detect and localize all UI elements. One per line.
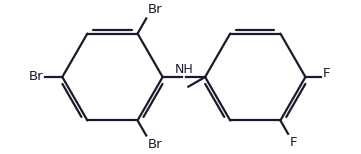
- Text: Br: Br: [148, 3, 163, 16]
- Text: Br: Br: [148, 138, 163, 151]
- Text: F: F: [323, 67, 330, 80]
- Text: Br: Br: [29, 71, 43, 83]
- Text: F: F: [290, 136, 297, 149]
- Text: NH: NH: [174, 63, 193, 76]
